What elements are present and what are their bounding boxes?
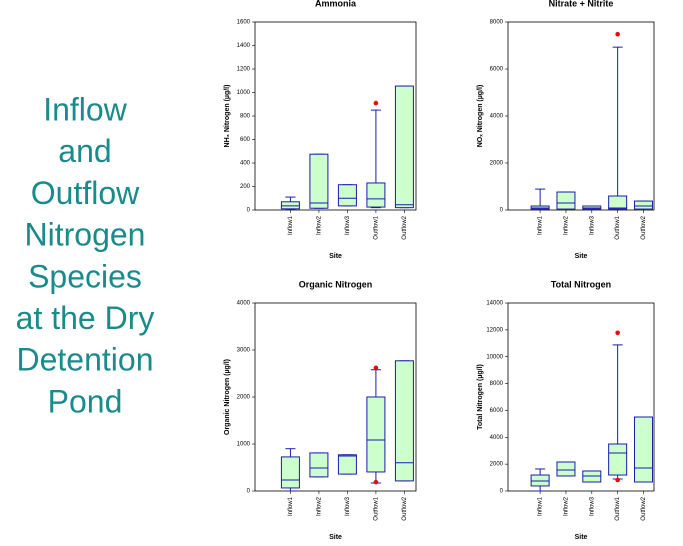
x-axis-label: Site bbox=[575, 253, 588, 260]
x-tick-label: Inflow2 bbox=[316, 496, 322, 516]
chart-title: Ammonia bbox=[315, 0, 357, 8]
slide-title-line: Nitrogen bbox=[25, 217, 146, 253]
outlier bbox=[373, 365, 379, 371]
y-tick-label: 6000 bbox=[490, 67, 504, 73]
x-tick-label: Outflow1 bbox=[373, 215, 379, 239]
y-axis-label: NOₓ Nitrogen (µg/l) bbox=[477, 85, 484, 148]
y-tick-label: 1200 bbox=[237, 67, 251, 73]
plot-frame bbox=[254, 21, 417, 211]
y-tick-label: 1400 bbox=[237, 43, 251, 49]
slide-title-line: Outflow bbox=[31, 175, 140, 211]
x-tick-label: Inflow3 bbox=[345, 215, 351, 235]
x-tick-label: Inflow1 bbox=[288, 496, 294, 516]
y-tick-label: 2000 bbox=[490, 462, 504, 468]
box bbox=[366, 396, 386, 473]
y-tick-label: 0 bbox=[500, 489, 504, 495]
box bbox=[608, 443, 628, 476]
outlier bbox=[615, 330, 620, 336]
box bbox=[633, 200, 653, 210]
slide-title-line: and bbox=[58, 133, 111, 169]
box bbox=[366, 182, 386, 208]
x-tick-label: Inflow2 bbox=[316, 215, 322, 235]
chart-title: Organic Nitrogen bbox=[299, 279, 373, 289]
box bbox=[530, 474, 550, 487]
y-axis-label: Total Nitrogen (µg/l) bbox=[477, 364, 484, 430]
x-tick-label: Inflow3 bbox=[589, 215, 595, 235]
y-tick-label: 4000 bbox=[237, 301, 251, 307]
y-tick-label: 3000 bbox=[237, 348, 251, 354]
y-tick-label: 10000 bbox=[486, 354, 503, 360]
y-tick-label: 4000 bbox=[490, 435, 504, 441]
outlier bbox=[373, 479, 379, 485]
x-tick-label: Inflow1 bbox=[538, 496, 544, 516]
x-tick-label: Outflow2 bbox=[641, 496, 647, 520]
x-axis-label: Site bbox=[575, 534, 588, 541]
plot-frame bbox=[507, 302, 655, 492]
y-tick-label: 1600 bbox=[237, 20, 251, 26]
y-tick-label: 4000 bbox=[490, 114, 504, 120]
y-tick-label: 0 bbox=[247, 489, 251, 495]
x-tick-label: Outflow1 bbox=[615, 215, 621, 239]
y-axis-label: NH₃ Nitrogen (µg/l) bbox=[224, 85, 231, 148]
y-tick-label: 1000 bbox=[237, 90, 251, 96]
y-tick-label: 6000 bbox=[490, 408, 504, 414]
x-tick-label: Inflow1 bbox=[288, 215, 294, 235]
box bbox=[556, 461, 576, 477]
slide-title-line: Pond bbox=[48, 383, 123, 419]
plot-frame bbox=[254, 302, 417, 492]
y-tick-label: 1000 bbox=[237, 442, 251, 448]
x-axis-label: Site bbox=[329, 534, 342, 541]
plot-frame bbox=[507, 21, 655, 211]
y-tick-label: 200 bbox=[240, 184, 251, 190]
x-tick-label: Inflow1 bbox=[538, 215, 544, 235]
y-tick-label: 800 bbox=[240, 114, 251, 120]
y-tick-label: 2000 bbox=[490, 161, 504, 167]
box bbox=[309, 153, 329, 209]
box bbox=[633, 416, 653, 483]
x-axis-label: Site bbox=[329, 253, 342, 260]
outlier bbox=[615, 31, 620, 37]
slide-title-line: Inflow bbox=[43, 91, 127, 127]
x-tick-label: Outflow2 bbox=[641, 215, 647, 239]
x-tick-label: Inflow3 bbox=[589, 496, 595, 516]
outlier bbox=[373, 100, 379, 106]
x-tick-label: Inflow2 bbox=[564, 496, 570, 516]
outlier bbox=[615, 477, 620, 483]
y-tick-label: 2000 bbox=[237, 395, 251, 401]
box bbox=[582, 470, 602, 483]
slide-title-line: at the Dry bbox=[16, 300, 155, 336]
box bbox=[394, 85, 414, 209]
x-tick-label: Outflow1 bbox=[615, 496, 621, 520]
box bbox=[608, 195, 628, 210]
x-tick-label: Inflow2 bbox=[564, 215, 570, 235]
x-tick-label: Outflow2 bbox=[402, 496, 408, 520]
x-tick-label: Outflow2 bbox=[402, 215, 408, 239]
y-tick-label: 0 bbox=[247, 208, 251, 214]
y-tick-label: 8000 bbox=[490, 381, 504, 387]
y-tick-label: 14000 bbox=[486, 301, 503, 307]
box bbox=[556, 191, 576, 210]
box bbox=[337, 184, 357, 207]
box bbox=[280, 456, 300, 489]
box bbox=[337, 454, 357, 475]
x-tick-label: Outflow1 bbox=[373, 496, 379, 520]
y-tick-label: 8000 bbox=[490, 20, 504, 26]
y-tick-label: 400 bbox=[240, 161, 251, 167]
y-tick-label: 600 bbox=[240, 137, 251, 143]
slide-title-line: Detention bbox=[17, 342, 154, 378]
x-tick-label: Inflow3 bbox=[345, 496, 351, 516]
slide-title-line: Species bbox=[28, 258, 142, 294]
box bbox=[309, 452, 329, 478]
y-tick-label: 12000 bbox=[486, 327, 503, 333]
chart-title: Total Nitrogen bbox=[551, 279, 611, 289]
box bbox=[280, 201, 300, 210]
y-tick-label: 0 bbox=[500, 208, 504, 214]
y-axis-label: Organic Nitrogen (µg/l) bbox=[224, 359, 231, 435]
box bbox=[394, 360, 414, 482]
chart-title: Nitrate + Nitrite bbox=[549, 0, 614, 8]
